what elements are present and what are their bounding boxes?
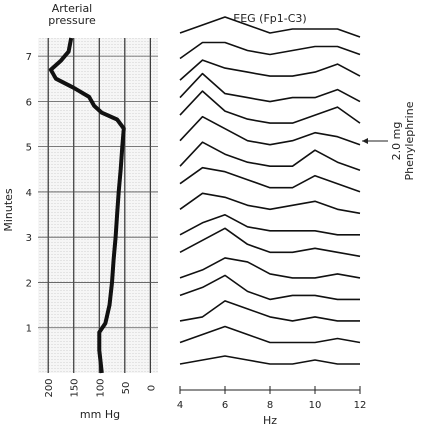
- spectrum-mask: [180, 228, 360, 263]
- spectrum: [179, 227, 361, 258]
- spectrum-mask: [180, 356, 360, 370]
- spectrum: [179, 141, 361, 171]
- spectrum-mask: [180, 116, 360, 155]
- left-title-line: Arterial: [52, 2, 93, 15]
- y-tick-label: 6: [26, 97, 32, 108]
- spectrum-mask: [180, 91, 360, 134]
- x-axis-label: mm Hg: [80, 408, 120, 421]
- annotation-line: Phenylephrine: [403, 101, 416, 180]
- spectrum: [179, 192, 361, 215]
- spectrum: [179, 90, 361, 124]
- spectrum: [179, 72, 361, 103]
- x-tick-label: 6: [222, 400, 228, 411]
- x-tick-label: 10: [309, 400, 322, 411]
- paper-texture: [39, 38, 158, 373]
- x-tick-label: 4: [177, 400, 183, 411]
- annotation-line: 2.0 mg: [390, 122, 403, 161]
- spectrum-mask: [180, 275, 360, 306]
- spectrum-mask: [180, 193, 360, 220]
- spectrum: [179, 214, 360, 236]
- x-tick-label: 150: [70, 378, 81, 397]
- spectrum: [179, 300, 360, 322]
- spectrum-mask: [180, 326, 360, 349]
- strip-chart-paper: [38, 38, 158, 373]
- x-tick-label: 100: [95, 378, 106, 397]
- spectrum: [179, 355, 360, 365]
- spectrum-mask: [180, 42, 360, 69]
- annotation-arrowhead: [362, 138, 368, 144]
- y-tick-label: 4: [26, 188, 32, 199]
- pressure-trace: [48, 37, 126, 374]
- right-title: EEG (Fp1-C3): [233, 12, 306, 25]
- spectrum-mask: [180, 300, 360, 327]
- x-axis-label: Hz: [263, 414, 277, 427]
- left-title-line: pressure: [48, 14, 96, 27]
- spectrum: [179, 257, 361, 279]
- spectrum: [179, 325, 361, 344]
- spectrum: [179, 166, 361, 193]
- y-tick-label: 2: [26, 278, 32, 289]
- x-tick-label: 8: [267, 400, 273, 411]
- x-tick-label: 50: [121, 382, 132, 395]
- x-tick-label: 12: [354, 400, 367, 411]
- spectrum-mask: [180, 60, 360, 91]
- spectrum: [179, 115, 361, 146]
- y-tick-label: 7: [26, 52, 32, 63]
- spectrum-mask: [180, 167, 360, 198]
- spectrum: [179, 59, 361, 81]
- x-tick-label: 200: [44, 378, 55, 397]
- x-tick-label: 0: [146, 385, 157, 391]
- spectrum-mask: [180, 73, 360, 112]
- y-axis-label: Minutes: [2, 188, 15, 232]
- y-tick-label: 5: [26, 143, 32, 154]
- spectrum-mask: [180, 17, 360, 47]
- spectrum: [179, 41, 361, 60]
- y-tick-label: 1: [26, 324, 32, 335]
- spectrum: [179, 16, 361, 38]
- spectrum: [179, 274, 360, 301]
- y-tick-label: 3: [26, 233, 32, 244]
